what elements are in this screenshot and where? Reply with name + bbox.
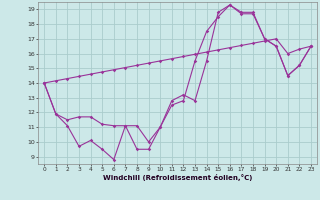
X-axis label: Windchill (Refroidissement éolien,°C): Windchill (Refroidissement éolien,°C) [103, 174, 252, 181]
